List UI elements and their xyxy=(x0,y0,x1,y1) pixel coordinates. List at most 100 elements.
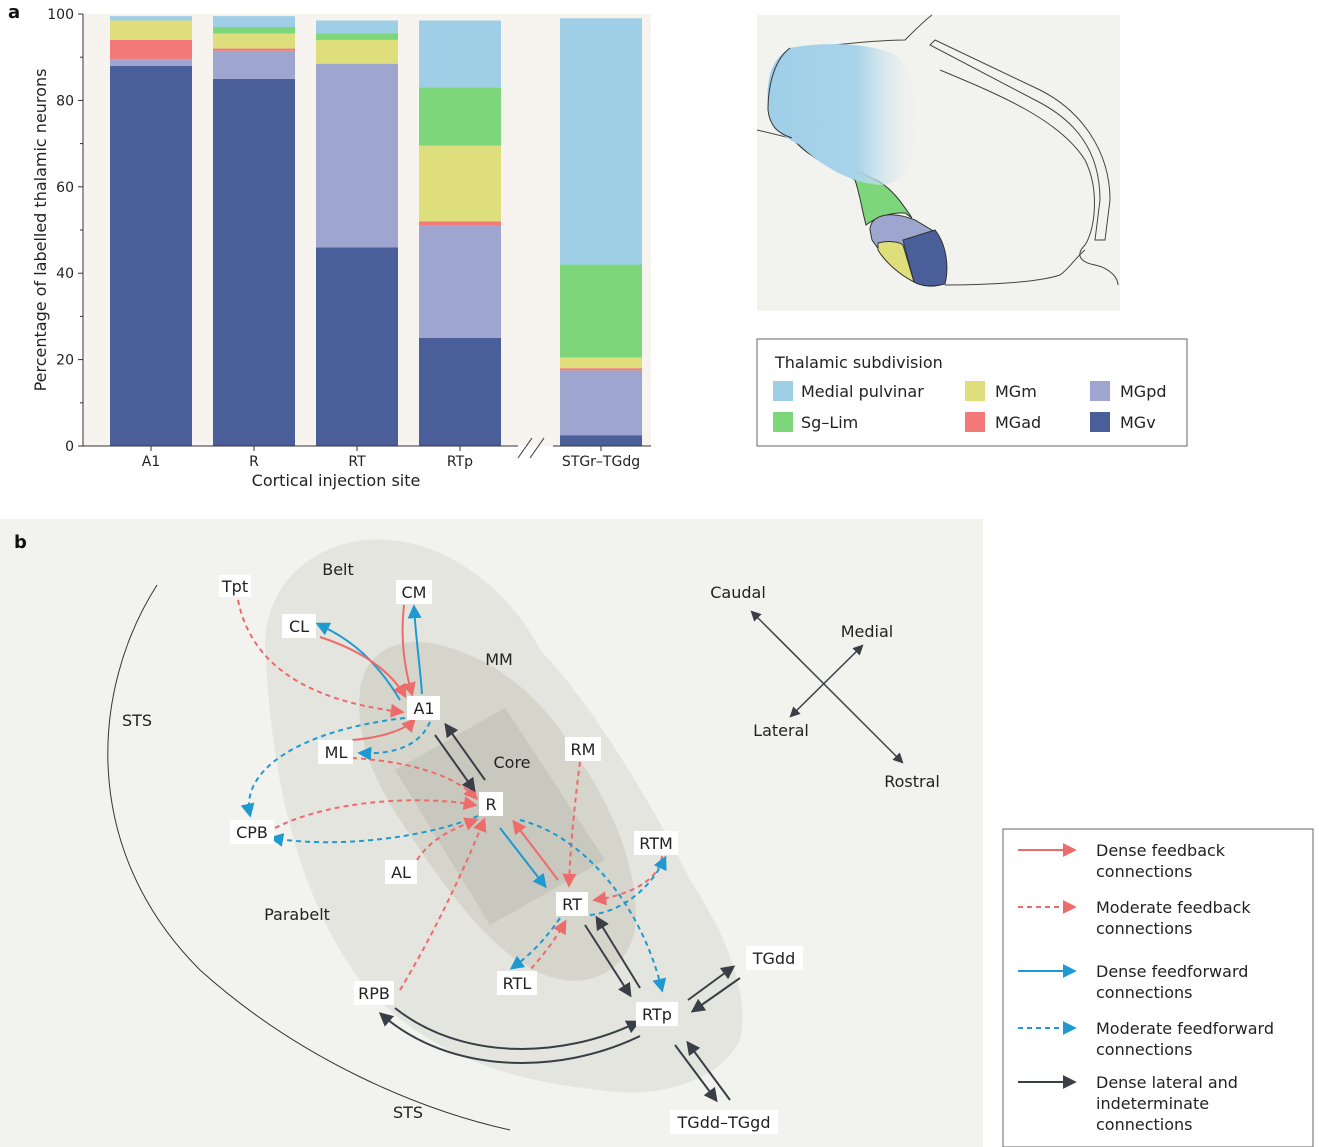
x-axis-label: Cortical injection site xyxy=(252,471,421,490)
bar-segment-stgr-tgdg-mgad xyxy=(560,368,642,371)
legend-swatch-sg-lim xyxy=(773,412,793,432)
node-rtm: RTM xyxy=(634,831,678,855)
node-cm: CM xyxy=(396,580,432,604)
bar-segment-rtp-mgv xyxy=(419,338,501,446)
stacked-bars xyxy=(110,16,642,447)
lateral-medial-axis xyxy=(789,644,864,718)
connection-arrows xyxy=(237,599,741,1103)
region-label-belt: Belt xyxy=(322,560,354,579)
arrow-dense-feedforward xyxy=(315,622,401,701)
y-axis: 0 20 40 60 80 100 xyxy=(47,7,84,455)
axis-break-mark xyxy=(517,437,533,459)
bar-segment-r-mgpd xyxy=(213,50,295,79)
node-label-ml: ML xyxy=(325,743,348,762)
node-a1: A1 xyxy=(407,696,440,720)
arrow-moderate-feedback xyxy=(592,855,663,906)
bar-segment-rt-medial-pulvinar xyxy=(316,20,398,34)
compass-lateral: Lateral xyxy=(753,721,809,740)
legend-text: Moderate feedforward xyxy=(1096,1019,1274,1038)
arrow-dense-feedforward xyxy=(407,604,423,695)
node-tgdd-tggd: TGdd–TGgd xyxy=(670,1110,778,1134)
bar-segment-rtp-medial-pulvinar xyxy=(419,20,501,88)
legend-text: connections xyxy=(1096,1115,1193,1134)
arrow-moderate-feedback xyxy=(274,796,478,829)
legend-label-sg-lim: Sg–Lim xyxy=(801,413,858,432)
bar-segment-rtp-mgpd xyxy=(419,225,501,338)
node-label-rtl: RTL xyxy=(503,974,532,993)
node-label-r: R xyxy=(485,795,496,814)
legend-text: indeterminate xyxy=(1096,1094,1209,1113)
legend-swatch-mgv xyxy=(1090,412,1110,432)
panel-label-b: b xyxy=(14,532,27,553)
y-tick-label: 80 xyxy=(56,93,74,109)
compass-medial: Medial xyxy=(841,622,894,641)
y-tick-label: 60 xyxy=(56,180,74,196)
orientation-compass: Caudal Medial Lateral Rostral xyxy=(710,583,940,791)
legend-text: Dense feedback xyxy=(1096,841,1226,860)
node-rtp: RTp xyxy=(636,1002,678,1026)
node-label-tgdd-tggd: TGdd–TGgd xyxy=(677,1113,771,1132)
legend-swatch-mgpd xyxy=(1090,381,1110,401)
node-ml: ML xyxy=(318,740,353,764)
legend-label-medial-pulvinar: Medial pulvinar xyxy=(801,382,924,401)
bar-segment-stgr-tgdg-sg-lim xyxy=(560,264,642,358)
bar-segment-rt-sg-lim xyxy=(316,33,398,40)
bar-segment-rtp-mgad xyxy=(419,221,501,226)
bar-segment-r-sg-lim xyxy=(213,26,295,34)
arrow-dense-lateral xyxy=(394,1007,641,1050)
node-rm: RM xyxy=(565,737,601,761)
mgv-region xyxy=(902,229,948,287)
y-tick-label: 100 xyxy=(47,7,74,23)
node-label-tgdd: TGdd xyxy=(752,949,795,968)
legend-swatch-mgad xyxy=(965,412,985,432)
legend-text: connections xyxy=(1096,983,1193,1002)
bar-segment-a1-mgm xyxy=(110,20,192,40)
arrow-dense-feedback xyxy=(401,604,416,697)
arrow-moderate-feedback xyxy=(416,817,479,861)
mgm-region xyxy=(877,241,915,283)
core-region xyxy=(395,708,605,925)
legend-label-mgad: MGad xyxy=(995,413,1041,432)
legend-label-mgv: MGv xyxy=(1120,413,1156,432)
arrow-dense-lateral xyxy=(444,722,486,781)
node-al: AL xyxy=(385,860,417,884)
node-label-cm: CM xyxy=(402,583,427,602)
bar-segment-rtp-sg-lim xyxy=(419,87,501,146)
arrow-dense-lateral xyxy=(690,977,741,1013)
bar-segment-r-mgm xyxy=(213,33,295,49)
node-label-rm: RM xyxy=(571,740,596,759)
node-label-rpb: RPB xyxy=(358,984,390,1003)
arrow-dense-lateral xyxy=(595,915,641,989)
region-label-core: Core xyxy=(493,753,530,772)
region-label-mm: MM xyxy=(485,650,513,669)
bar-segment-r-mgv xyxy=(213,78,295,447)
node-r: R xyxy=(479,792,503,816)
y-tick-label: 40 xyxy=(56,266,74,282)
axis-break-mark xyxy=(529,437,545,459)
legend-label-mgm: MGm xyxy=(995,382,1037,401)
node-label-cl: CL xyxy=(289,617,309,636)
node-label-rtm: RTM xyxy=(639,834,673,853)
arrow-moderate-feedforward xyxy=(589,855,667,916)
arrow-dense-lateral xyxy=(378,1012,641,1064)
node-label-a1: A1 xyxy=(413,699,434,718)
bar-segment-a1-medial-pulvinar xyxy=(110,16,192,21)
legend-swatch-medial-pulvinar xyxy=(773,381,793,401)
legend-label-mgpd: MGpd xyxy=(1120,382,1167,401)
arrow-moderate-feedforward xyxy=(357,721,431,761)
legend-thalamic-subdivision: Thalamic subdivision Medial pulvinar Sg–… xyxy=(756,338,1188,447)
arrow-dense-lateral xyxy=(434,734,476,793)
x-tick-label: RTp xyxy=(447,454,473,470)
bar-segment-a1-mgad xyxy=(110,39,192,60)
node-tpt: Tpt xyxy=(219,575,251,597)
bar-segment-a1-mgpd xyxy=(110,59,192,66)
legend-box xyxy=(1002,828,1314,1147)
region-label-parabelt: Parabelt xyxy=(264,905,330,924)
arrow-moderate-feedforward xyxy=(240,717,406,818)
legend-text: connections xyxy=(1096,1040,1193,1059)
compass-caudal: Caudal xyxy=(710,583,766,602)
bar-segment-stgr-tgdg-medial-pulvinar xyxy=(560,18,642,265)
arrow-dense-lateral xyxy=(686,1040,731,1101)
legend-text: connections xyxy=(1096,862,1193,881)
